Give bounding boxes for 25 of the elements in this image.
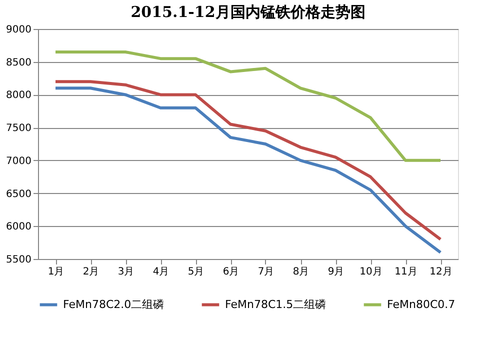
x-tick-label: 2月 <box>82 266 100 278</box>
x-tick-label: 4月 <box>152 266 170 278</box>
y-tick-label: 6500 <box>6 188 32 200</box>
y-tick-label: 9000 <box>6 24 32 36</box>
x-tick-label: 1月 <box>48 266 64 278</box>
legend-label: FeMn78C1.5二组磷 <box>225 298 326 311</box>
y-tick-label: 6000 <box>6 222 32 233</box>
x-tick-label: 7月 <box>258 266 274 278</box>
y-tick-label: 7000 <box>6 156 32 167</box>
y-tick-label: 5500 <box>6 254 32 266</box>
x-tick-label: 6月 <box>222 266 240 278</box>
x-tick-label: 5月 <box>188 266 204 278</box>
y-tick-label: 8500 <box>6 57 32 68</box>
x-tick-label: 12月 <box>430 266 452 278</box>
x-tick-label: 8月 <box>292 266 310 278</box>
line-series <box>54 50 442 162</box>
y-tick-label: 7500 <box>6 123 32 134</box>
x-tick-label: 3月 <box>118 266 134 278</box>
legend-label: FeMn80C0.7 <box>387 298 456 311</box>
x-tick-label: 9月 <box>328 266 344 278</box>
x-tick-label: 11月 <box>394 266 418 278</box>
chart-title: 2015.1-12月国内锰铁价格走势图 <box>130 3 366 21</box>
y-tick-label: 8000 <box>6 90 32 102</box>
x-tick-label: 10月 <box>360 266 382 278</box>
legend-label: FeMn78C2.0二组磷 <box>63 298 164 311</box>
